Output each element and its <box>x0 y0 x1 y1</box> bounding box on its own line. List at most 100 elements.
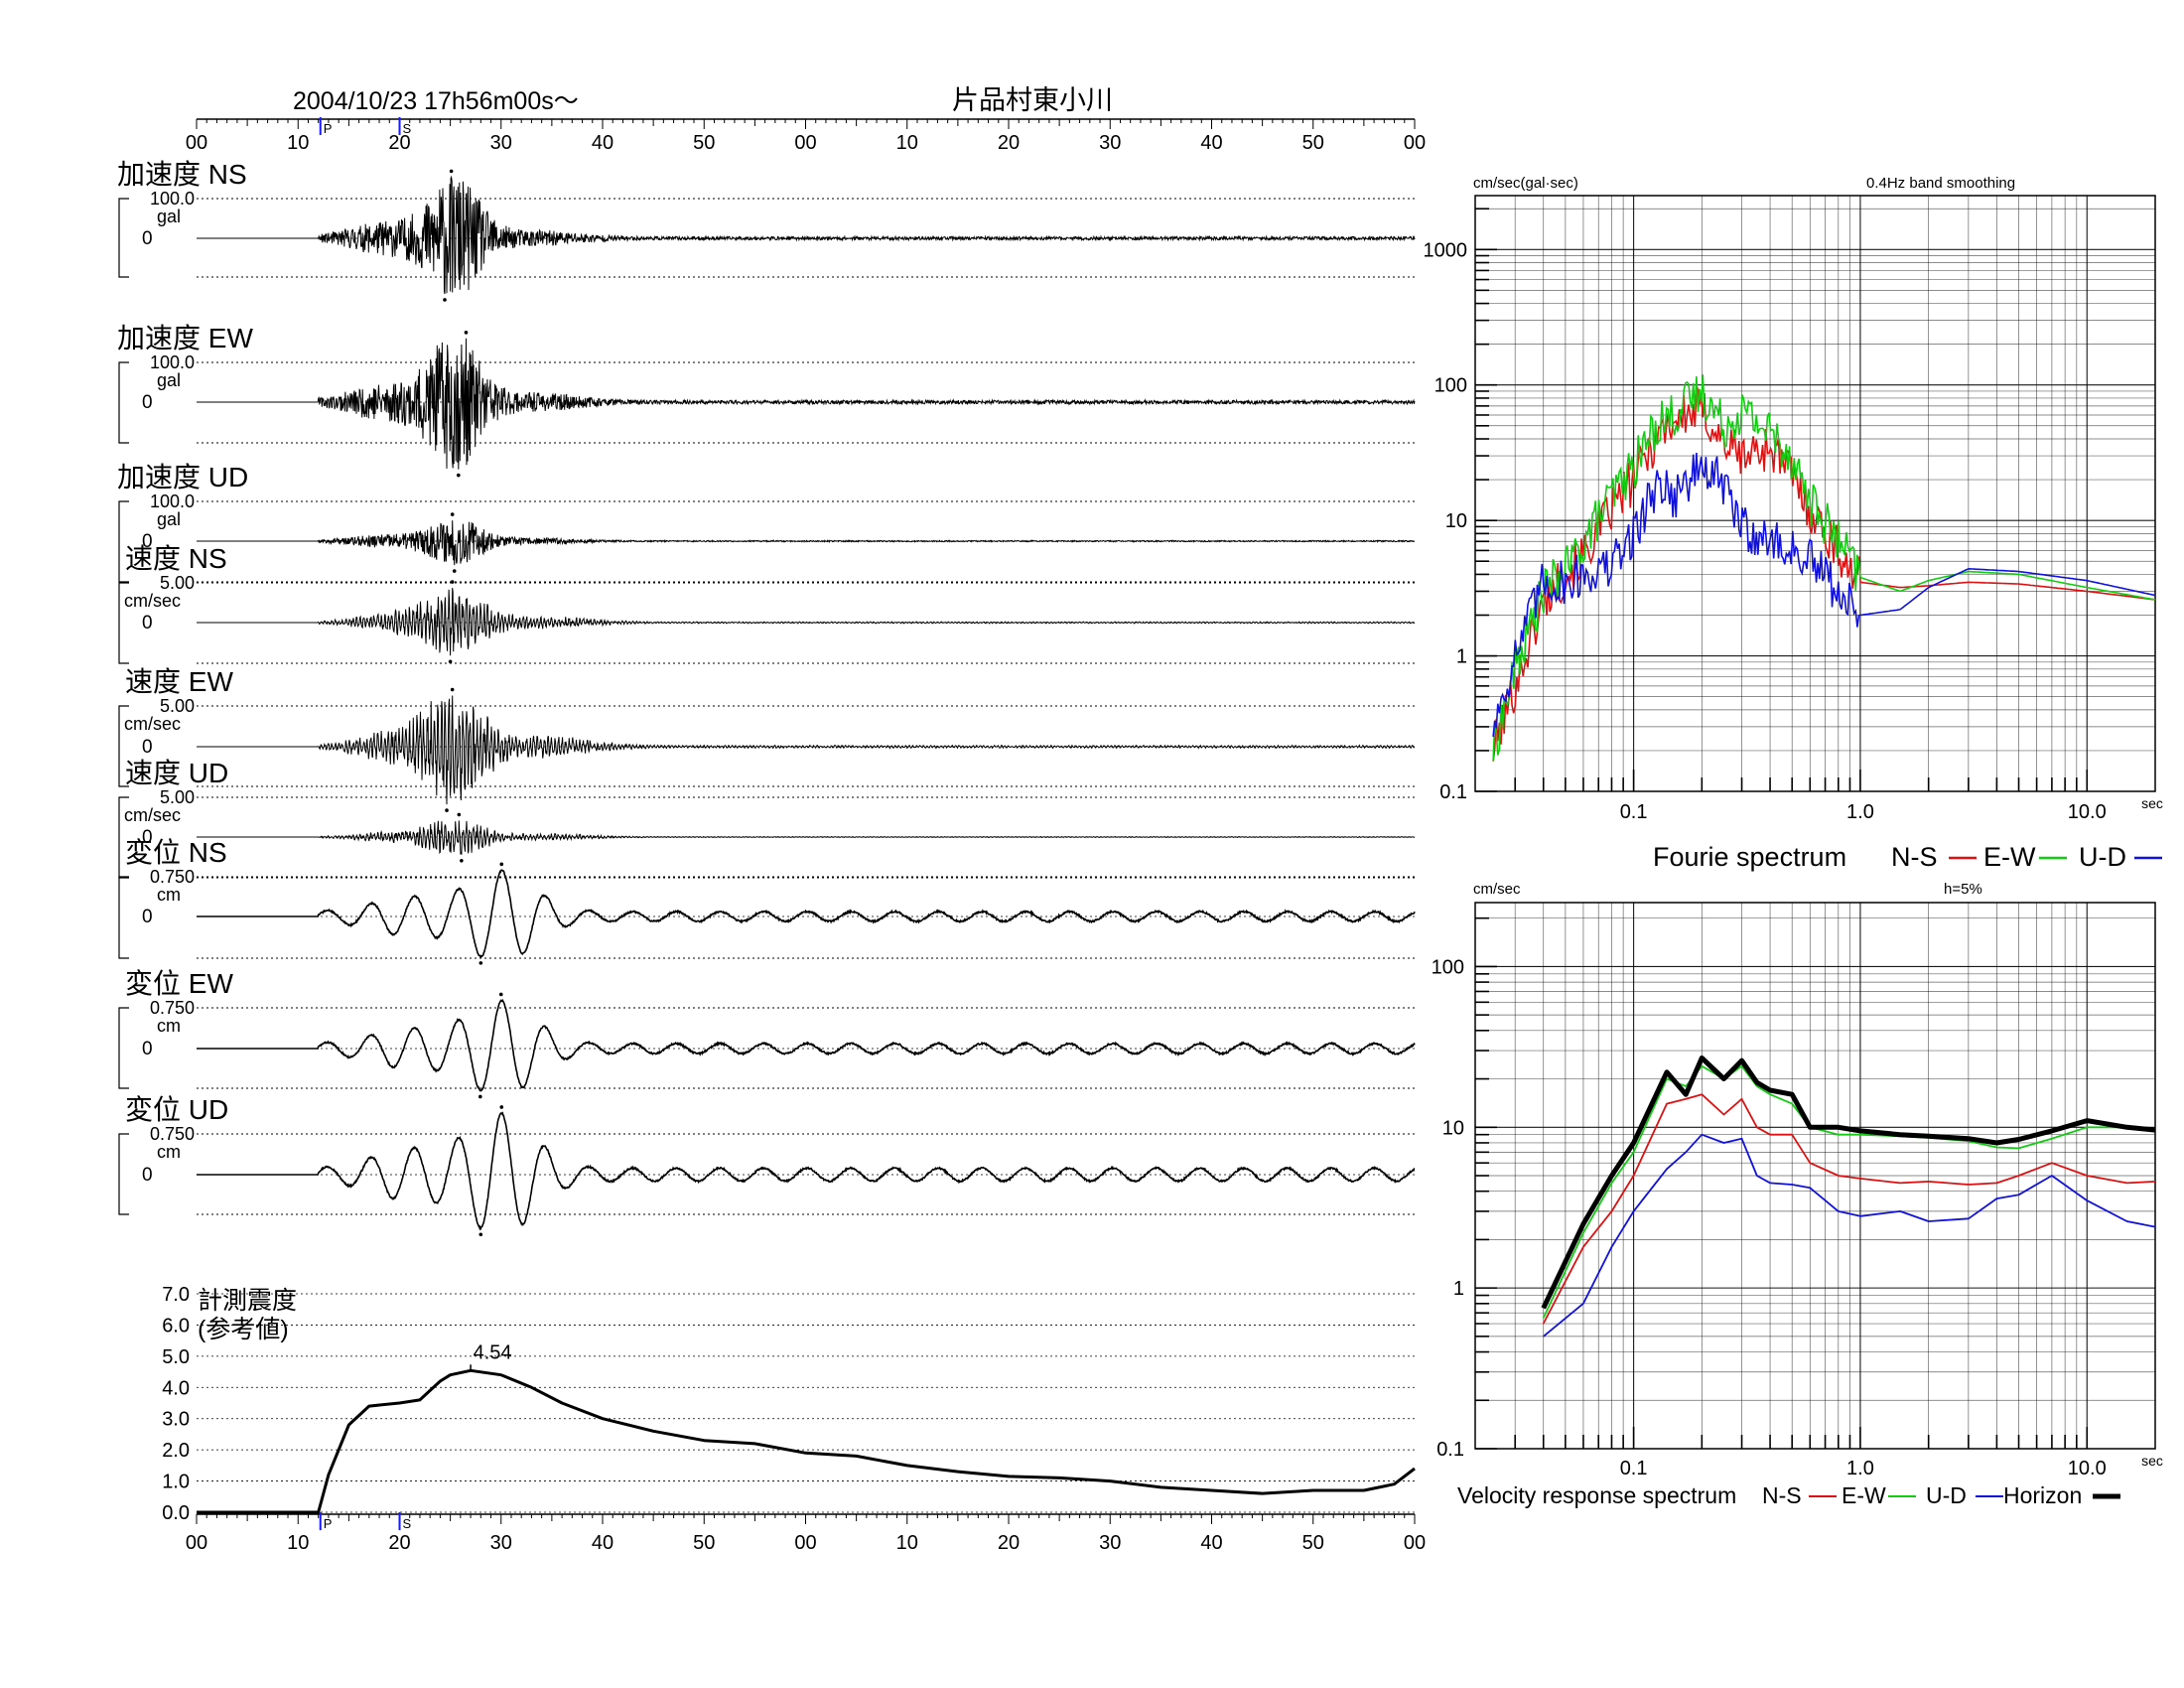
waveform-zero-label: 0 <box>142 531 153 552</box>
waveform-zero-label: 0 <box>142 228 153 249</box>
waveform-title: 変位 NS <box>125 837 227 868</box>
response-xunit: sec <box>2141 1453 2163 1469</box>
waveform-peak-dot <box>460 859 464 863</box>
waveform-trace <box>197 998 1416 1092</box>
waveform-unit: gal <box>157 207 181 226</box>
fourier-legend-label: U-D <box>2079 842 2126 872</box>
waveform-peak-dot <box>457 812 462 817</box>
response-series-horizon <box>1541 1055 2156 1310</box>
waveform-scale-value: 0.750 <box>150 1124 195 1144</box>
response-unit: cm/sec <box>1473 881 1521 898</box>
intensity-line <box>197 1368 1416 1514</box>
top-time-axis-tick-label: 50 <box>1302 132 1324 154</box>
response-ytick-label: 10 <box>1442 1117 1464 1139</box>
bottom-time-axis-tick-label: 10 <box>896 1532 918 1554</box>
intensity-subtitle: (参考値) <box>198 1316 289 1343</box>
waveform-bracket <box>118 361 129 444</box>
waveform-peak-dot <box>478 1232 483 1237</box>
fourier-frame <box>1474 195 2156 792</box>
waveform-scale-value: 100.0 <box>150 189 195 209</box>
waveform-zero-label: 0 <box>142 737 153 758</box>
waveform-unit: cm/sec <box>124 805 181 825</box>
response-ytick-label: 100 <box>1432 956 1464 978</box>
waveform-unit: cm <box>157 885 181 905</box>
response-series-u-d <box>1543 1133 2156 1337</box>
waveform-title: 速度 UD <box>125 758 228 788</box>
record-datetime: 2004/10/23 17h56m00s～ <box>293 87 579 115</box>
s-marker-label: S <box>403 1516 412 1531</box>
waveform-title: 加速度 EW <box>117 323 253 353</box>
top-time-axis-tick-label: 00 <box>186 132 207 154</box>
response-series-n-s <box>1542 1093 2156 1325</box>
waveform-trace <box>197 338 1416 470</box>
waveform-scale-value: 5.00 <box>160 696 195 716</box>
fourier-series-u-d <box>1492 452 2156 738</box>
waveform-zero-label: 0 <box>142 1165 153 1186</box>
waveform-trace <box>197 820 1415 855</box>
waveform-peak-dot <box>450 512 455 516</box>
waveform-bracket <box>118 1133 129 1215</box>
response-legend-label: N-S <box>1762 1482 1802 1508</box>
waveform-unit: gal <box>157 370 181 390</box>
waveform-bracket <box>118 796 129 879</box>
p-marker-label: P <box>324 1516 333 1531</box>
top-time-axis-tick-label: 40 <box>1200 132 1222 154</box>
bottom-time-axis-tick-label: 50 <box>1302 1532 1324 1554</box>
response-legend-label: Horizon <box>2003 1482 2082 1508</box>
top-time-axis-tick-label: 20 <box>998 132 1020 154</box>
waveform-zero-label: 0 <box>142 392 153 413</box>
station-name: 片品村東小川 <box>952 85 1113 115</box>
fourier-ytick-label: 100 <box>1434 375 1467 397</box>
waveform-title: 速度 EW <box>125 666 233 697</box>
intensity-ytick-label: 6.0 <box>162 1315 190 1336</box>
top-time-axis-tick-label: 30 <box>490 132 512 154</box>
fourier-legend-label: E-W <box>1983 842 2036 872</box>
top-time-axis-tick-label: 10 <box>287 132 309 154</box>
intensity-title: 計測震度 <box>198 1287 297 1315</box>
fourier-xtick-label: 10.0 <box>2068 801 2107 823</box>
bottom-time-axis-tick-label: 50 <box>693 1532 715 1554</box>
response-ytick-label: 0.1 <box>1436 1439 1464 1461</box>
fourier-xtick-label: 1.0 <box>1846 801 1874 823</box>
waveform-title: 加速度 NS <box>117 159 247 190</box>
waveform-unit: cm/sec <box>124 591 181 611</box>
waveform-bracket <box>118 500 129 583</box>
fourier-ytick-label: 1000 <box>1424 239 1468 261</box>
s-marker-label: S <box>403 121 412 136</box>
waveform-scale-value: 100.0 <box>150 352 195 372</box>
p-marker-label: P <box>324 121 333 136</box>
intensity-ytick-label: 2.0 <box>162 1440 190 1462</box>
waveform-peak-dot <box>457 473 461 478</box>
waveform-peak-dot <box>445 808 449 812</box>
intensity-ytick-label: 5.0 <box>162 1346 190 1368</box>
waveform-trace <box>197 869 1416 959</box>
waveform-bracket <box>118 198 129 278</box>
response-series-e-w <box>1542 1064 2156 1319</box>
waveform-unit: cm/sec <box>124 714 181 734</box>
bottom-time-axis-tick-label: 40 <box>592 1532 614 1554</box>
response-legend-label: U-D <box>1926 1482 1967 1508</box>
waveform-bracket <box>118 582 129 664</box>
bottom-time-axis-tick-label: 20 <box>388 1532 410 1554</box>
waveform-peak-dot <box>450 580 455 584</box>
waveform-trace <box>197 175 1416 295</box>
fourier-note: 0.4Hz band smoothing <box>1866 175 2015 192</box>
bottom-time-axis-tick-label: 10 <box>287 1532 309 1554</box>
top-time-axis-tick-label: 20 <box>388 132 410 154</box>
waveform-scale-value: 5.00 <box>160 573 195 593</box>
waveform-bracket <box>118 876 129 959</box>
waveform-unit: cm <box>157 1016 181 1036</box>
waveform-trace <box>197 520 1416 566</box>
response-note: h=5% <box>1944 881 1982 898</box>
fourier-series-n-s <box>1492 386 2156 762</box>
top-time-axis-tick-label: 40 <box>592 132 614 154</box>
fourier-ytick-label: 0.1 <box>1439 781 1467 803</box>
waveform-unit: cm <box>157 1142 181 1162</box>
response-ytick-label: 1 <box>1453 1278 1464 1300</box>
waveform-title: 変位 UD <box>125 1094 228 1125</box>
waveform-zero-label: 0 <box>142 1039 153 1059</box>
waveform-title: 変位 EW <box>125 968 233 999</box>
response-xtick-label: 0.1 <box>1620 1458 1648 1479</box>
bottom-time-axis-tick-label: 20 <box>998 1532 1020 1554</box>
